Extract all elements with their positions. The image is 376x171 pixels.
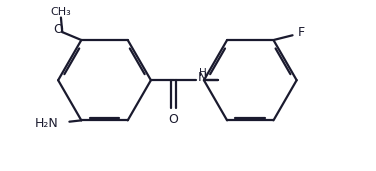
Text: O: O bbox=[54, 23, 64, 36]
Text: H₂N: H₂N bbox=[35, 116, 59, 129]
Text: H: H bbox=[200, 68, 207, 78]
Text: O: O bbox=[168, 113, 178, 126]
Text: N: N bbox=[197, 71, 207, 84]
Text: F: F bbox=[297, 26, 305, 39]
Text: CH₃: CH₃ bbox=[50, 7, 71, 17]
